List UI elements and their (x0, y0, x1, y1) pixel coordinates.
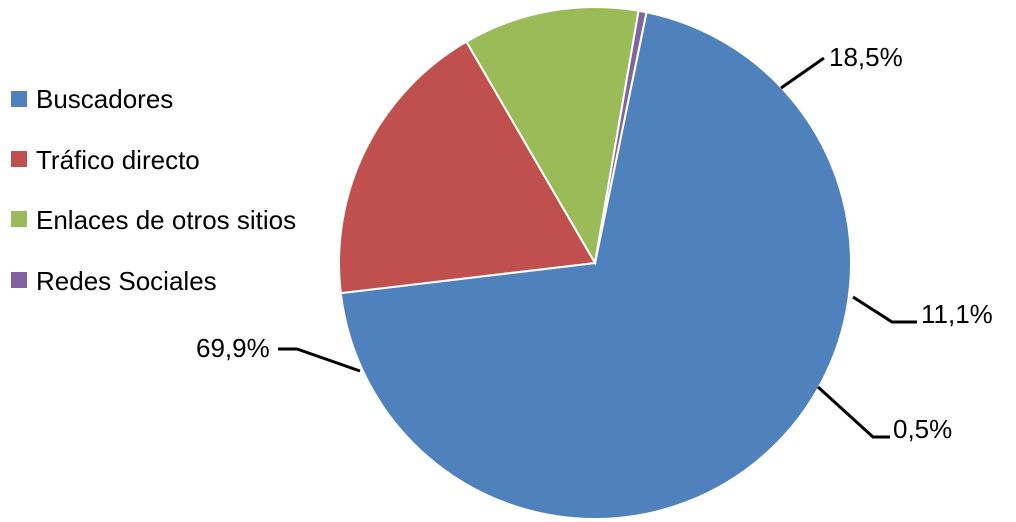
data-label-buscadores: 69,9% (196, 333, 270, 363)
pie-slice-buscadores (339, 11, 852, 520)
chart-legend: Buscadores Tráfico directo Enlaces de ot… (11, 84, 296, 296)
pie-slice-trafico-directo (338, 40, 597, 295)
leader-line-redes-sociales (816, 385, 890, 439)
legend-swatch-redes-sociales (11, 272, 27, 288)
pie-slice-redes-sociales (594, 9, 648, 264)
data-label-trafico-directo: 18,5% (829, 42, 903, 72)
leader-line-enlaces-otros-sitios (852, 295, 917, 324)
pie-slices (338, 6, 852, 520)
legend-swatch-trafico-directo (11, 151, 27, 167)
legend-label-enlaces-otros-sitios: Enlaces de otros sitios (36, 205, 296, 235)
legend-label-buscadores: Buscadores (36, 84, 173, 114)
pie-slice-enlaces-de-otros-sitios (465, 6, 640, 266)
leader-line-buscadores (278, 347, 361, 373)
legend-label-redes-sociales: Redes Sociales (36, 266, 217, 296)
legend-swatch-enlaces-otros-sitios (11, 211, 27, 227)
leader-line-trafico-directo (780, 56, 825, 90)
legend-label-trafico-directo: Tráfico directo (36, 145, 200, 175)
data-label-leaders (278, 56, 917, 439)
legend-swatch-buscadores (11, 91, 27, 107)
data-labels: 69,9% 18,5% 11,1% 0,5% (196, 42, 993, 444)
data-label-redes-sociales: 0,5% (893, 414, 952, 444)
data-label-enlaces-otros-sitios: 11,1% (921, 299, 993, 329)
